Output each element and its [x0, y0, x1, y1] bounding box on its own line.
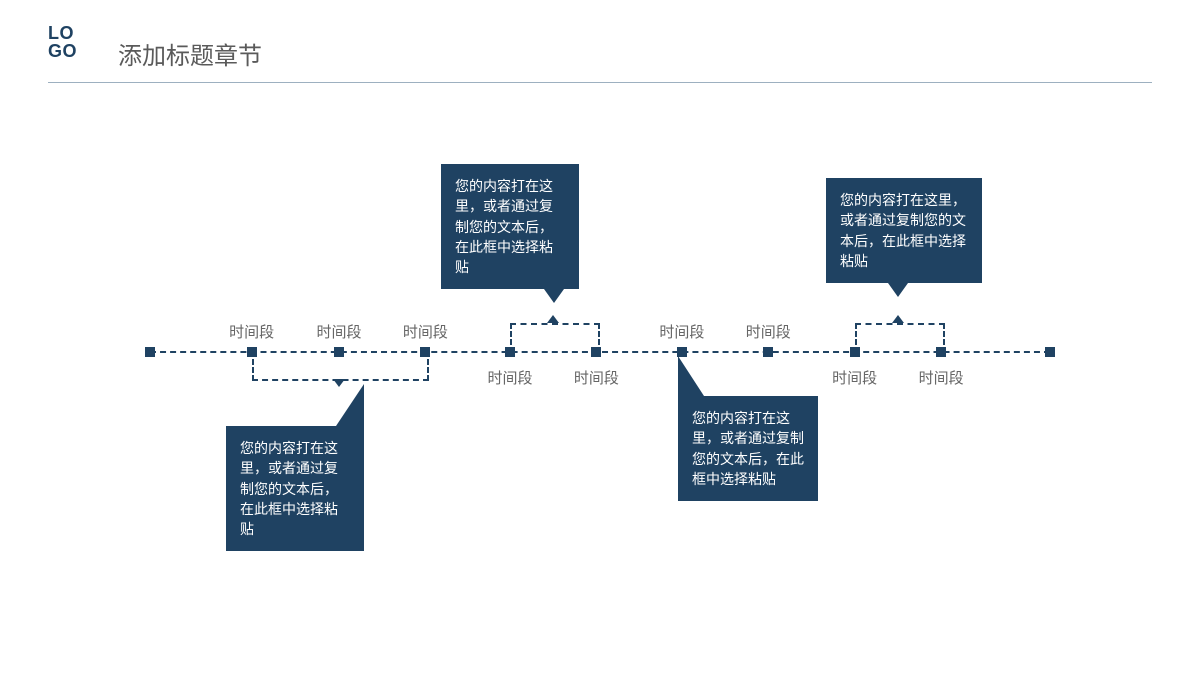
axis-endcap-right — [1045, 347, 1055, 357]
callout-pointer-icon — [678, 356, 704, 396]
header-rule — [48, 82, 1152, 83]
callout-pointer-icon — [336, 384, 364, 426]
callout-box: 您的内容打在这里，或者通过复制您的文本后，在此框中选择粘贴 — [226, 426, 364, 551]
slide-header: LO GO 添加标题章节 — [48, 24, 1152, 60]
timeline-bracket — [510, 323, 600, 353]
timeline-tick-label: 时间段 — [919, 367, 964, 388]
timeline-tick-label: 时间段 — [229, 321, 274, 342]
page-title: 添加标题章节 — [118, 36, 262, 71]
timeline-tick-label: 时间段 — [659, 321, 704, 342]
callout-pointer-icon — [544, 289, 564, 303]
callout-box: 您的内容打在这里，或者通过复制您的文本后，在此框中选择粘贴 — [826, 178, 982, 283]
timeline-tick-label: 时间段 — [403, 321, 448, 342]
callout-box: 您的内容打在这里，或者通过复制您的文本后，在此框中选择粘贴 — [441, 164, 579, 289]
timeline-bracket — [855, 323, 945, 353]
axis-endcap-left — [145, 347, 155, 357]
timeline-tick-label: 时间段 — [574, 367, 619, 388]
bracket-pointer-icon — [892, 315, 904, 323]
slide: LO GO 添加标题章节 时间段时间段时间段时间段时间段时间段时间段时间段时间段… — [0, 0, 1200, 680]
callout-pointer-icon — [888, 283, 908, 297]
timeline-tick-label: 时间段 — [487, 367, 532, 388]
timeline-tick — [763, 347, 773, 357]
timeline-tick-label: 时间段 — [316, 321, 361, 342]
timeline-bracket — [252, 351, 430, 381]
timeline-tick-label: 时间段 — [832, 367, 877, 388]
callout-box: 您的内容打在这里，或者通过复制您的文本后，在此框中选择粘贴 — [678, 396, 818, 501]
bracket-pointer-icon — [547, 315, 559, 323]
timeline-tick-label: 时间段 — [746, 321, 791, 342]
